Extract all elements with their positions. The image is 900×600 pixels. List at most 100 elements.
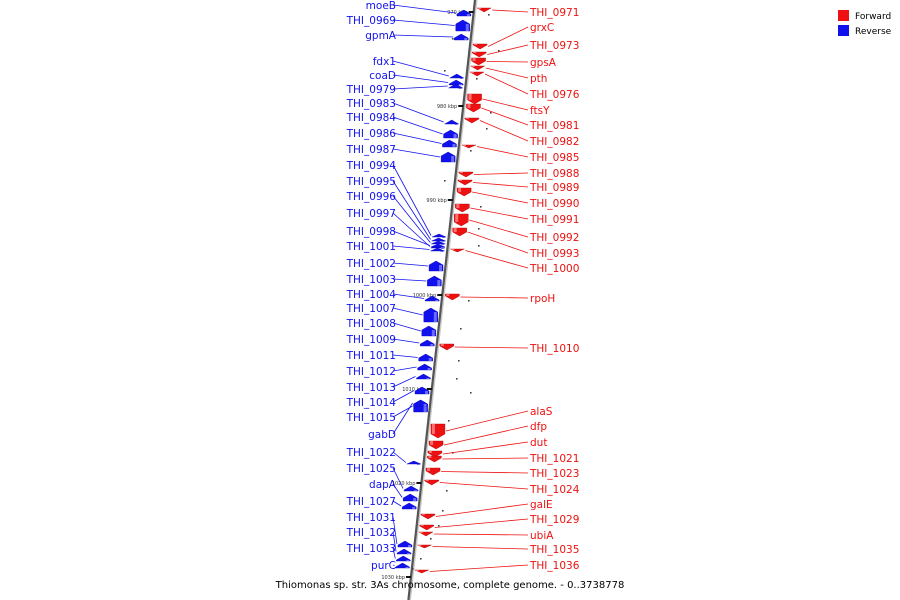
- position-marker-label: 990 kbp: [426, 198, 446, 204]
- gene-arrow-highlight: [407, 553, 411, 554]
- gene-arrow-highlight: [459, 84, 463, 85]
- gene-label-ftsY: ftsY: [530, 105, 550, 117]
- chromosome-axis-shadow: [408, 0, 478, 600]
- gene-arrow-highlight: [478, 8, 482, 9]
- gene-label-THI_1023: THI_1023: [529, 468, 579, 480]
- gene-arrow-grxC: [472, 43, 488, 50]
- gene-label-rpoH: rpoH: [530, 293, 555, 305]
- leader-line-ubiA: [433, 533, 529, 536]
- gap-marker: [470, 150, 472, 152]
- gene-arrow-THI_0979: [447, 83, 464, 89]
- gene-label-dfp: dfp: [530, 421, 547, 433]
- gene-label-coaD: coaD: [369, 70, 396, 82]
- leader-line-pth: [485, 67, 529, 79]
- chromosome-axis: [407, 0, 477, 600]
- leader-line-THI_0986: [392, 132, 442, 144]
- leader-line-THI_1035: [432, 546, 529, 550]
- gene-label-galE: galE: [530, 499, 553, 511]
- gap-marker: [456, 378, 458, 380]
- leader-line-THI_1023: [441, 471, 529, 474]
- gene-arrow-highlight: [465, 118, 469, 119]
- gene-arrow-highlight: [474, 44, 478, 45]
- gene-arrow-THI_1029: [419, 524, 434, 531]
- leader-line-THI_1007: [392, 307, 423, 316]
- gene-arrow-highlight: [435, 300, 439, 301]
- position-marker-tick: [468, 11, 474, 13]
- leader-line-THI_0973: [487, 44, 529, 55]
- gene-label-dapA: dapA: [369, 479, 397, 491]
- leader-line-THI_1008: [392, 322, 421, 332]
- leader-line-alaS: [445, 410, 529, 432]
- legend: Forward Reverse: [838, 10, 892, 37]
- leader-line-THI_0994: [392, 164, 432, 236]
- gene-arrow-THI_0983: [443, 119, 460, 125]
- gene-label-pth: pth: [530, 73, 547, 85]
- gap-marker: [498, 50, 500, 52]
- gene-label-THI_0987: THI_0987: [346, 144, 396, 156]
- leader-line-THI_1009: [392, 338, 420, 344]
- gene-arrow-highlight: [427, 468, 431, 471]
- gene-label-dut: dut: [530, 437, 547, 449]
- position-marker-tick: [405, 576, 411, 578]
- leader-line-gpsA: [486, 61, 529, 63]
- gene-arrow-highlight: [462, 145, 466, 146]
- legend-reverse-label: Reverse: [855, 27, 892, 37]
- gene-arrow-THI_1024: [424, 479, 439, 486]
- gap-marker: [478, 228, 480, 230]
- leader-line-THI_1003: [392, 278, 427, 282]
- leader-line-purC: [392, 564, 395, 566]
- gap-marker: [444, 70, 446, 72]
- gene-arrow-highlight: [425, 480, 429, 481]
- leader-line-THI_0992: [469, 219, 529, 238]
- gene-arrow-highlight: [440, 247, 444, 248]
- gene-label-THI_1002: THI_1002: [346, 258, 396, 270]
- position-marker-tick: [437, 294, 443, 296]
- gene-label-THI_1031: THI_1031: [346, 512, 396, 524]
- gene-arrow-highlight: [428, 456, 432, 458]
- gene-arrow-highlight: [451, 156, 455, 162]
- gene-arrow-THI_0994: [431, 233, 447, 238]
- gap-marker: [478, 245, 480, 247]
- gene-label-THI_1015: THI_1015: [346, 412, 396, 424]
- gap-marker: [488, 14, 490, 16]
- gene-arrow-highlight: [455, 214, 459, 222]
- leader-line-THI_1036: [429, 564, 529, 572]
- gene-label-THI_0976: THI_0976: [529, 89, 580, 101]
- leader-line-THI_0996: [392, 195, 431, 243]
- gene-label-alaS: alaS: [530, 406, 553, 418]
- gap-marker: [438, 525, 440, 527]
- leader-line-THI_1014: [392, 390, 415, 403]
- leader-line-THI_1013: [392, 376, 416, 388]
- gap-marker: [460, 328, 462, 330]
- gene-arrow-highlight: [452, 144, 456, 147]
- gap-marker: [476, 78, 478, 80]
- gene-arrow-fdx1: [449, 73, 465, 79]
- gene-arrow-THI_1022: [406, 460, 421, 465]
- leader-line-THI_1027: [392, 500, 402, 507]
- leader-line-THI_0987: [392, 148, 441, 158]
- gene-arrow-highlight: [456, 204, 460, 208]
- gene-label-THI_1000: THI_1000: [529, 263, 579, 275]
- legend-reverse-swatch: [838, 25, 849, 36]
- gene-arrow-THI_0995: [431, 237, 446, 242]
- gene-arrow-THI_0982: [464, 117, 480, 124]
- gene-arrow-highlight: [471, 72, 475, 73]
- leader-line-galE: [435, 503, 529, 517]
- gene-label-THI_0992: THI_0992: [529, 232, 579, 244]
- gap-marker: [412, 568, 414, 570]
- gene-label-gpmA: gpmA: [365, 30, 397, 42]
- position-markers-group: 970 kbp 980 kbp 990 kbp 1000 kbp 1010 kbp 102…: [381, 10, 500, 581]
- position-marker-tick: [426, 388, 432, 390]
- position-marker-label: 1030 kbp: [381, 575, 405, 581]
- gene-label-THI_1014: THI_1014: [346, 397, 397, 409]
- gene-arrow-highlight: [465, 24, 469, 31]
- gene-arrow-highlight: [446, 294, 450, 296]
- gene-label-THI_1001: THI_1001: [346, 241, 396, 253]
- gene-arrow-highlight: [454, 124, 458, 125]
- gene-arrow-highlight: [423, 404, 427, 412]
- leader-line-THI_1024: [439, 482, 529, 490]
- gene-arrow-highlight: [419, 532, 423, 533]
- gap-marker: [470, 392, 472, 394]
- gene-arrow-highlight: [440, 344, 444, 346]
- position-marker-label: 1020 kbp: [392, 481, 416, 487]
